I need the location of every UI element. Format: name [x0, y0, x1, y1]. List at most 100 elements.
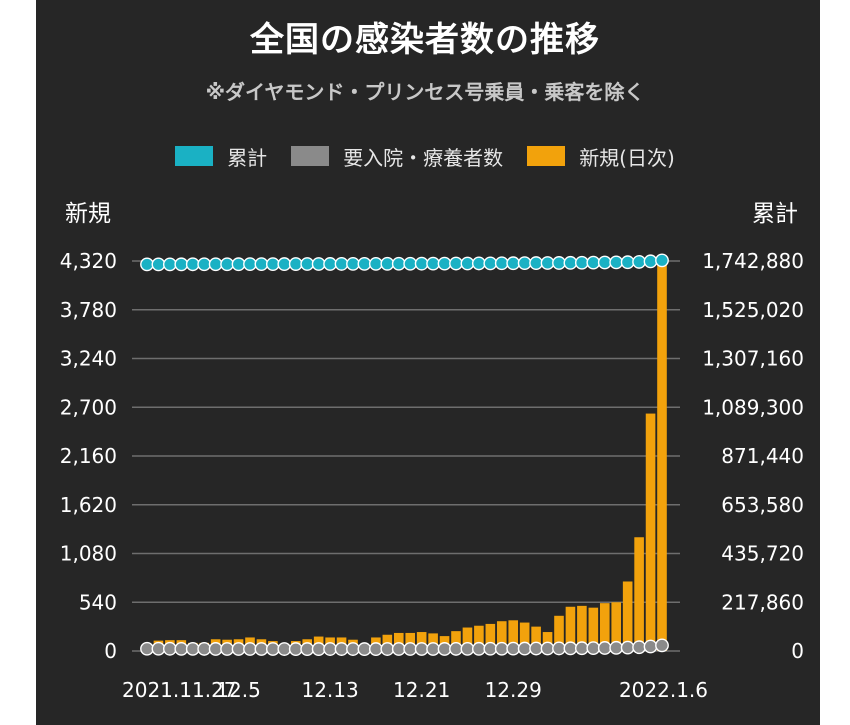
new-cases-bar — [496, 621, 507, 651]
cumulative-point — [517, 256, 532, 271]
cumulative-point — [529, 256, 544, 270]
patients-point — [483, 641, 498, 656]
new-cases-bar — [599, 603, 610, 651]
patients-point — [449, 642, 463, 656]
new-cases-bar — [393, 632, 404, 651]
x-tick-label: 12.5 — [216, 678, 261, 702]
new-cases-bar — [405, 632, 416, 651]
cumulative-point — [552, 256, 566, 270]
new-cases-bar — [462, 627, 473, 651]
cumulative-point — [368, 256, 383, 271]
left-tick-labels: 0 540 1,080 1,620 2,160 2,700 3,240 3,780 4,320 — [60, 249, 117, 663]
right-tick-label: 1,307,160 — [702, 347, 804, 371]
cumulative-point — [277, 257, 292, 271]
patients-point — [254, 642, 269, 656]
cumulative-point — [140, 257, 154, 272]
right-tick-label: 0 — [791, 639, 804, 663]
patients-point — [323, 642, 338, 656]
right-tick-label: 871,440 — [721, 444, 804, 468]
cumulative-point — [197, 257, 212, 272]
cumulative-point — [231, 257, 246, 272]
new-cases-bar — [588, 607, 599, 651]
patients-point — [174, 641, 189, 656]
patients-point — [517, 641, 532, 656]
patients-point — [540, 641, 555, 656]
cumulative-point — [323, 257, 338, 271]
chart-subtitle: ※ダイヤモンド・プリンセス号乗員・乗客を除く — [205, 80, 645, 104]
patients-point — [414, 642, 429, 656]
cumulative-point — [620, 255, 635, 270]
cumulative-point — [437, 256, 452, 271]
gridlines — [132, 260, 680, 652]
patients-point — [391, 642, 406, 656]
patients-point — [460, 641, 475, 656]
cumulative-point — [357, 256, 372, 271]
patients-point — [609, 640, 624, 655]
left-tick-label: 0 — [104, 639, 117, 663]
cumulative-point — [346, 257, 360, 271]
right-tick-label: 217,860 — [721, 590, 804, 614]
new-cases-bar — [657, 263, 667, 651]
patients-point — [162, 641, 177, 656]
cumulative-point — [254, 257, 269, 272]
cumulative-point — [162, 257, 177, 272]
left-tick-label: 1,620 — [60, 493, 117, 517]
left-tick-label: 540 — [79, 590, 117, 614]
right-tick-label: 653,580 — [721, 493, 804, 517]
cumulative-point — [311, 257, 326, 271]
cumulative-point — [426, 256, 441, 271]
patients-point — [265, 642, 280, 656]
patients-point — [437, 642, 452, 656]
patients-point — [632, 640, 647, 655]
patients-point — [380, 642, 395, 656]
new-cases-bar — [519, 622, 530, 651]
new-cases-bar — [474, 625, 484, 651]
new-cases-bar — [485, 623, 496, 651]
cumulative-point — [414, 256, 429, 271]
cumulative-point — [506, 256, 521, 271]
patients-point — [357, 642, 372, 656]
x-tick-label: 12.21 — [393, 678, 450, 702]
patients-point — [494, 641, 509, 656]
new-cases-bar — [645, 413, 656, 651]
patients-point — [208, 642, 223, 656]
patients-point — [368, 642, 383, 656]
right-tick-label: 1,089,300 — [702, 395, 804, 419]
patients-point — [574, 641, 589, 656]
patients-point — [334, 642, 349, 656]
new-cases-bar — [416, 632, 427, 651]
patients-point — [471, 641, 486, 656]
left-tick-label: 3,240 — [60, 347, 117, 371]
new-cases-bar — [634, 537, 644, 651]
legend-swatch-cumulative — [175, 146, 214, 166]
x-tick-label: 12.29 — [485, 678, 542, 702]
patients-point — [220, 642, 235, 656]
legend-item-cumulative: 累計 — [175, 142, 267, 171]
cumulative-point — [597, 255, 612, 270]
cumulative-point — [494, 256, 509, 271]
patients-point — [586, 641, 601, 655]
patients-point — [311, 642, 326, 656]
patients-point — [346, 642, 360, 656]
patients-point — [288, 642, 303, 656]
new-cases-bar — [611, 602, 622, 651]
new-cases-bar — [451, 631, 461, 651]
new-cases-bar — [565, 606, 576, 651]
new-cases-bar — [508, 620, 519, 651]
left-tick-label: 2,160 — [60, 444, 117, 468]
legend: 累計 要入院・療養者数 新規(日次) — [0, 141, 850, 171]
left-tick-label: 3,780 — [60, 298, 117, 322]
x-tick-label: 12.13 — [301, 678, 358, 702]
patients-point — [563, 641, 578, 656]
cumulative-point — [265, 257, 280, 272]
patients-point — [277, 642, 292, 656]
cumulative-point — [151, 257, 166, 272]
patients-point — [231, 642, 246, 656]
patients-point — [151, 641, 166, 656]
chart-title: 全国の感染者数の推移 — [250, 20, 600, 60]
cumulative-point — [243, 257, 257, 272]
cumulative-point — [334, 257, 349, 271]
patients-points — [140, 638, 669, 656]
right-tick-labels: 0 217,860 435,720 653,580 871,440 1,089,300 1,… — [702, 249, 804, 663]
